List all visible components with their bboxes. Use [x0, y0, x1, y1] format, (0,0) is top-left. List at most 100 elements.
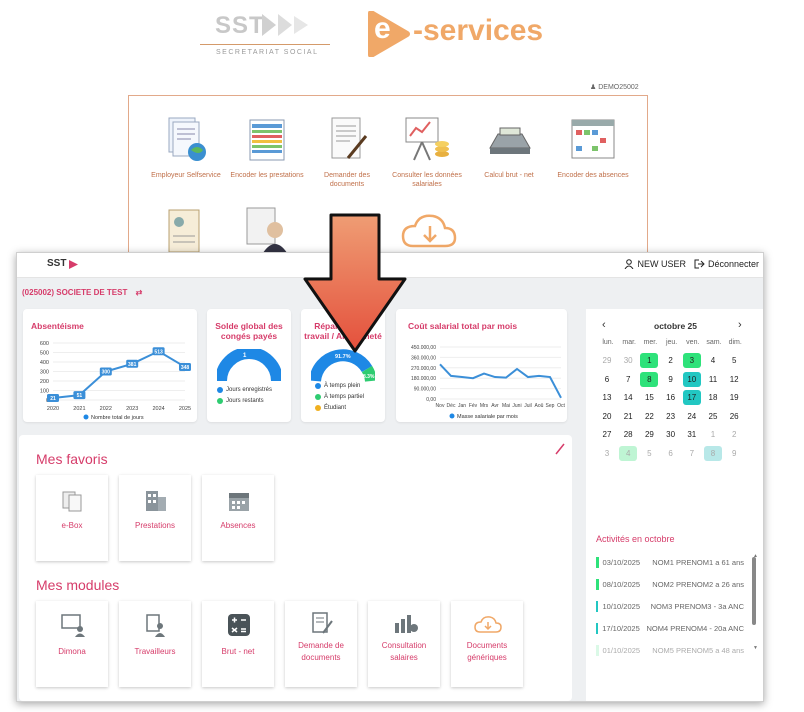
calendar-day[interactable]: 7	[625, 374, 631, 384]
module-tile-consultation-salaires[interactable]: Consultation salaires	[368, 601, 440, 687]
calendar-day[interactable]: 4	[619, 445, 638, 461]
module-tile-dimona[interactable]: Dimona	[36, 601, 108, 687]
calendar-day[interactable]: 20	[602, 411, 612, 421]
calendar-day[interactable]: 23	[666, 411, 676, 421]
calendar-day[interactable]: 28	[623, 430, 633, 439]
calendar-day[interactable]: 31	[687, 430, 697, 439]
activity-item[interactable]: 03/10/2025 NOM1 PRENOM1 a 61 ans	[596, 555, 744, 569]
calendar-day[interactable]: 7	[689, 448, 695, 458]
logout-icon	[694, 259, 705, 269]
calendar-day[interactable]: 29	[644, 430, 654, 439]
legend-label: À temps plein	[324, 383, 361, 389]
calendar-day[interactable]: 15	[644, 393, 654, 402]
calendar-day[interactable]: 2	[731, 430, 737, 439]
calculator-icon	[489, 127, 531, 154]
calendar-day[interactable]: 3	[682, 353, 701, 368]
calendar-day[interactable]: 18	[708, 393, 718, 402]
calendar-day[interactable]: 27	[602, 430, 612, 439]
calendar-day[interactable]: 6	[604, 374, 610, 384]
favorite-tile-absences[interactable]: Absences	[202, 475, 274, 561]
calendar-day[interactable]: 30	[666, 430, 676, 439]
calendar-day[interactable]: 17	[682, 390, 701, 405]
old-menu-item-documents[interactable]: Demander des documents	[307, 114, 387, 189]
leave-gauge-value: 1	[243, 353, 247, 359]
module-tile-brut-net[interactable]: Brut - net	[202, 601, 274, 687]
activity-text: NOM3 PRENOM3 - 3a ANC	[650, 601, 744, 611]
old-menu-item-calcul[interactable]: Calcul brut - net	[469, 114, 549, 180]
favorite-tile-ebox[interactable]: e-Box	[36, 475, 108, 561]
old-menu-item-absences[interactable]: Encoder des absences	[553, 114, 633, 180]
calendar-day[interactable]: 9	[731, 448, 737, 458]
old-menu-item-prestations[interactable]: Encoder les prestations	[227, 114, 307, 180]
calendar-day[interactable]: 12	[729, 374, 739, 384]
calendar-day[interactable]: 21	[623, 411, 633, 421]
tile-label: e-Box	[61, 521, 83, 530]
y-tick-label: 180.000,00	[411, 376, 436, 382]
calendar-day[interactable]: 26	[729, 411, 739, 421]
switch-company-icon[interactable]: ⇄	[135, 288, 143, 297]
eservices-title: -services	[413, 14, 544, 47]
calendar-day[interactable]: 11	[708, 374, 718, 384]
old-menu-label: Demander des documents	[324, 172, 370, 188]
next-month-button[interactable]: ›	[738, 319, 742, 331]
calendar-day[interactable]: 14	[623, 393, 633, 402]
scroll-up-icon[interactable]: ▲	[753, 553, 758, 559]
calendar-day[interactable]: 1	[640, 353, 659, 368]
calendar-day[interactable]: 24	[687, 411, 697, 421]
scroll-down-icon[interactable]: ▼	[753, 645, 758, 651]
calendar-day[interactable]: 22	[644, 411, 654, 421]
calendar-day[interactable]: 3	[604, 448, 610, 458]
calendar-day[interactable]: 5	[647, 448, 652, 458]
favorite-tile-prestations[interactable]: Prestations	[119, 475, 191, 561]
prev-month-button[interactable]: ‹	[602, 319, 606, 331]
logout-button[interactable]: Déconnecter	[694, 259, 759, 269]
legend-dot	[217, 387, 223, 393]
calendar-day[interactable]: 16	[666, 393, 676, 402]
leave-balance-card: Solde global des congés payés 1 Jours en…	[207, 309, 291, 422]
user-menu[interactable]: NEW USER	[624, 259, 686, 269]
calendar-day[interactable]: 30	[623, 356, 633, 365]
calendar-day[interactable]: 4	[710, 356, 716, 365]
calendar-day[interactable]: 13	[602, 393, 612, 402]
old-menu-item-donnees[interactable]: Consulter les données salariales	[387, 114, 467, 189]
activity-date: 10/10/2025	[602, 601, 640, 611]
data-point	[99, 367, 112, 376]
absenteeism-chart: 6005004003002001000202020212022202320242…	[40, 341, 191, 421]
calendar-day[interactable]: 9	[668, 374, 673, 384]
company-selector[interactable]: (025002) SOCIETE DE TEST ⇄	[22, 288, 142, 297]
module-tile-travailleurs[interactable]: Travailleurs	[119, 601, 191, 687]
activity-text: NOM5 PRENOM5 a 48 ans	[652, 645, 744, 655]
cloud-download-icon[interactable]	[401, 212, 459, 252]
calendar-day[interactable]: 6	[668, 448, 673, 458]
calendar-day[interactable]: 8	[704, 445, 722, 461]
person-document-icon[interactable]	[245, 204, 291, 256]
calendar-day[interactable]: 2	[668, 356, 673, 365]
calendar-day[interactable]: 29	[602, 356, 612, 365]
calendar-day[interactable]: 10	[682, 371, 701, 387]
activity-item[interactable]: 10/10/2025 NOM3 PRENOM3 - 3a ANC	[596, 599, 744, 613]
app-logo[interactable]: SST	[47, 258, 67, 269]
calendar-day[interactable]: 8	[640, 371, 659, 387]
x-tick-label: Oct	[557, 403, 565, 409]
activity-item[interactable]: 17/10/2025 NOM4 PRENOM4 - 20a ANC	[596, 621, 744, 635]
calendar-day[interactable]: 1	[710, 430, 716, 439]
calendar-day[interactable]: 19	[729, 393, 739, 402]
module-tile-documents-generiques[interactable]: Documents génériques	[451, 601, 523, 687]
activity-item[interactable]: 01/10/2025 NOM5 PRENOM5 a 48 ans	[596, 643, 744, 657]
edit-pencil-icon[interactable]	[555, 443, 565, 455]
x-tick-label: Nov	[436, 403, 445, 409]
calendar-day[interactable]: 5	[731, 356, 737, 365]
old-menu-item-employeur[interactable]: Employeur Selfservice	[146, 114, 226, 180]
activities-scrollbar[interactable]	[752, 557, 756, 625]
calendar-day[interactable]: 25	[708, 411, 718, 421]
x-tick-label: Sep	[546, 403, 555, 409]
user-icon: ♟	[590, 84, 597, 91]
profile-card-icon[interactable]	[165, 206, 205, 256]
x-tick-label: 2021	[73, 406, 85, 412]
presenter-icon	[61, 614, 85, 637]
activity-date: 08/10/2025	[602, 579, 641, 589]
leave-balance-title: Solde global des congés payés	[215, 321, 283, 341]
module-tile-demande-documents[interactable]: Demande de documents	[285, 601, 357, 687]
activity-item[interactable]: 08/10/2025 NOM2 PRENOM2 a 26 ans	[596, 577, 744, 591]
tile-label: Demande de documents	[298, 641, 344, 662]
